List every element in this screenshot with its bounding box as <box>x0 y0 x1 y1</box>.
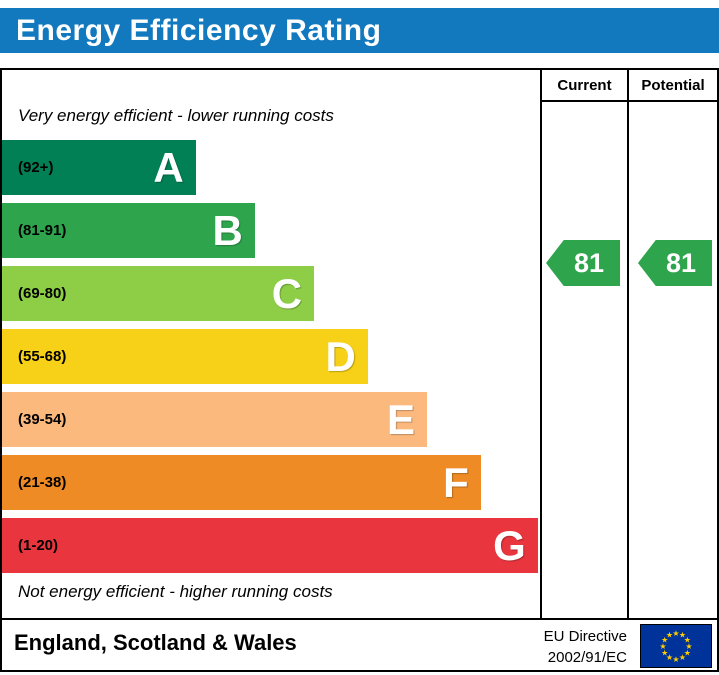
svg-text:★: ★ <box>672 655 679 664</box>
band-row-e: (39-54) E <box>2 392 428 447</box>
footer-region-label: England, Scotland & Wales <box>14 630 297 655</box>
band-letter: B <box>212 207 243 254</box>
current-column-divider <box>540 70 542 618</box>
band-letter: F <box>443 459 469 506</box>
svg-text:★: ★ <box>661 635 668 644</box>
band-range-label: (81-91) <box>18 222 67 239</box>
top-note: Very energy efficient - lower running co… <box>18 106 334 125</box>
band-range-label: (92+) <box>18 159 54 176</box>
band-range-label: (55-68) <box>18 348 67 365</box>
svg-text:★: ★ <box>659 642 666 651</box>
eu-flag-icon: ★ ★ ★ ★ ★ ★ ★ ★ ★ ★ ★ ★ <box>640 624 712 668</box>
current-rating-arrow: 81 <box>546 240 620 286</box>
band-list: (92+) A (81-91) B (69-80) C (55-68) D (3… <box>2 140 540 582</box>
header-bar: Energy Efficiency Rating <box>0 8 719 53</box>
eu-directive-line2: 2002/91/EC <box>547 649 627 666</box>
band-range-label: (1-20) <box>18 537 59 554</box>
band-row-d: (55-68) D <box>2 329 368 384</box>
band-row-c: (69-80) C <box>2 266 315 321</box>
band-letter: D <box>325 333 356 380</box>
potential-column-divider <box>627 70 629 618</box>
eu-directive-line1: EU Directive <box>543 628 627 645</box>
svg-text:★: ★ <box>661 648 668 657</box>
band-letter: E <box>387 396 416 443</box>
svg-text:★: ★ <box>666 631 673 640</box>
band-row-b: (81-91) B <box>2 203 255 258</box>
band-range-label: (21-38) <box>18 474 67 491</box>
column-header-underline <box>540 100 717 102</box>
page-title: Energy Efficiency Rating <box>16 13 382 47</box>
eu-directive-label: EU Directive 2002/91/EC <box>422 626 627 668</box>
band-row-a: (92+) A <box>2 140 196 195</box>
column-header-potential: Potential <box>641 77 705 94</box>
svg-text:★: ★ <box>679 653 686 662</box>
band-letter: G <box>493 522 526 569</box>
rating-table: Current Potential Very energy efficient … <box>0 68 719 672</box>
footer-divider <box>2 618 717 620</box>
svg-text:★: ★ <box>672 629 679 638</box>
band-row-g: (1-20) G <box>2 518 538 573</box>
potential-rating-arrow: 81 <box>638 240 712 286</box>
svg-text:★: ★ <box>684 635 691 644</box>
band-letter: C <box>271 270 303 317</box>
bottom-note: Not energy efficient - higher running co… <box>18 582 333 601</box>
current-rating-value: 81 <box>573 247 605 278</box>
band-row-f: (21-38) F <box>2 455 481 510</box>
band-range-label: (69-80) <box>18 285 67 302</box>
column-header-current: Current <box>557 77 612 94</box>
svg-text:★: ★ <box>666 653 673 662</box>
band-letter: A <box>153 144 184 191</box>
band-range-label: (39-54) <box>18 411 67 428</box>
svg-text:★: ★ <box>684 648 691 657</box>
svg-text:★: ★ <box>679 631 686 640</box>
potential-rating-value: 81 <box>665 247 697 278</box>
svg-text:★: ★ <box>685 642 692 651</box>
